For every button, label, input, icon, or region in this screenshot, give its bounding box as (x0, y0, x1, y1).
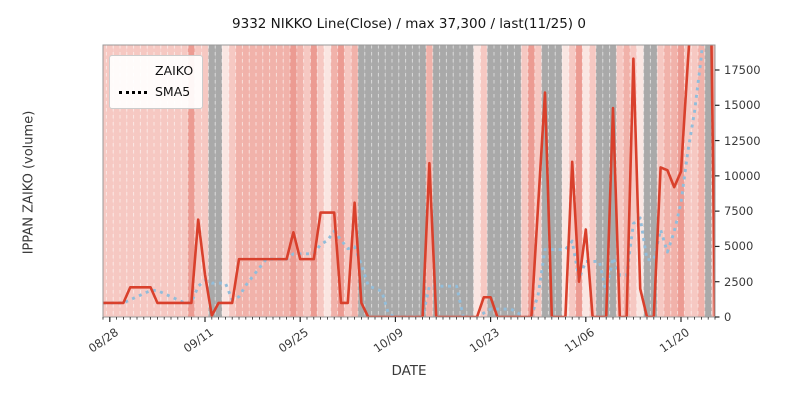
legend-label-zaiko: ZAIKO (155, 63, 194, 79)
y-tick-label: 5000 (724, 239, 754, 254)
x-tick-label: 09/25 (276, 325, 312, 356)
y-axis-label: IPPAN ZAIKO (volume) (21, 110, 37, 255)
x-tick-label: 09/11 (180, 325, 217, 356)
x-tick-label: 08/28 (85, 325, 121, 356)
y-tick-label: 2500 (724, 274, 754, 289)
sma5-line (103, 45, 704, 317)
legend-box: ZAIKO SMA5 (109, 55, 203, 109)
x-tick-label: 10/23 (466, 325, 502, 356)
y-tick-label: 0 (724, 310, 732, 324)
y-tick-label: 17500 (724, 63, 761, 77)
legend-label-sma5: SMA5 (155, 84, 191, 100)
zaiko-line-swatch (119, 70, 147, 73)
x-tick-label: 11/06 (561, 325, 597, 356)
legend-item-sma5: SMA5 (119, 84, 192, 101)
x-tick-label: 11/20 (656, 325, 693, 356)
chart-title: 9332 NIKKO Line(Close) / max 37,300 / la… (232, 16, 586, 32)
legend-item-zaiko: ZAIKO (119, 63, 194, 80)
x-tick-label: 10/09 (371, 325, 407, 356)
x-axis-label: DATE (391, 363, 427, 379)
sma5-line-swatch (119, 91, 147, 94)
y-tick-label: 7500 (724, 204, 754, 219)
y-tick-label: 15000 (724, 98, 761, 113)
y-tick-label: 10000 (724, 168, 761, 183)
zaiko-line (103, 45, 715, 317)
y-tick-label: 12500 (724, 133, 761, 148)
